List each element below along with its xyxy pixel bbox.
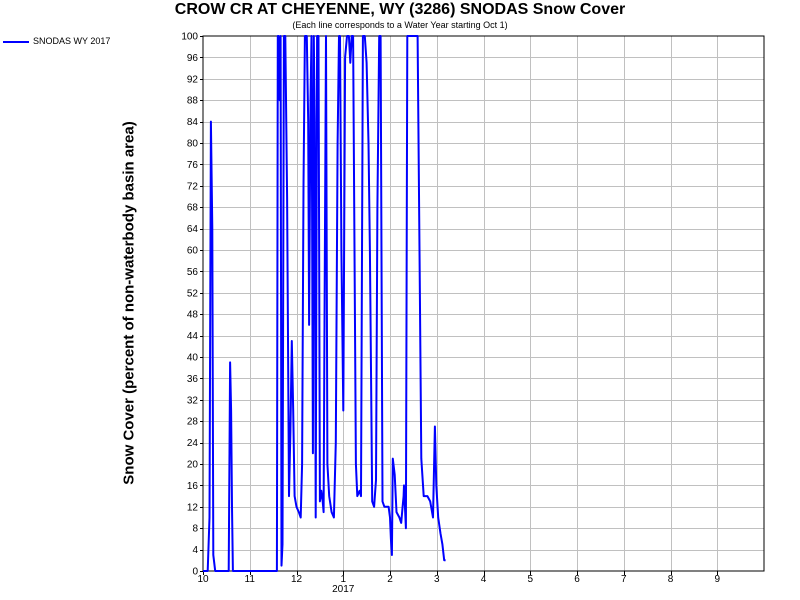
y-tick-label: 60 bbox=[187, 246, 199, 257]
y-tick-label: 16 bbox=[187, 481, 199, 492]
x-tick-label: 1 bbox=[340, 574, 346, 585]
y-tick-label: 8 bbox=[192, 524, 198, 535]
chart-subtitle: (Each line corresponds to a Water Year s… bbox=[292, 20, 508, 30]
x-tick-label: 5 bbox=[527, 574, 533, 585]
x-tick-label: 9 bbox=[714, 574, 720, 585]
x-tick-label: 4 bbox=[481, 574, 487, 585]
y-tick-label: 64 bbox=[187, 224, 199, 235]
y-tick-label: 24 bbox=[187, 438, 199, 449]
y-tick-label: 40 bbox=[187, 353, 199, 364]
y-tick-label: 80 bbox=[187, 139, 199, 150]
y-tick-label: 4 bbox=[192, 545, 198, 556]
chart-title: CROW CR AT CHEYENNE, WY (3286) SNODAS Sn… bbox=[174, 1, 626, 18]
legend-label: SNODAS WY 2017 bbox=[33, 36, 111, 46]
y-tick-label: 52 bbox=[187, 288, 199, 299]
y-tick-label: 96 bbox=[187, 53, 199, 64]
y-tick-label: 48 bbox=[187, 310, 199, 321]
x-tick-label: 6 bbox=[574, 574, 580, 585]
x-tick-label: 2 bbox=[387, 574, 393, 585]
x-tick-label: 3 bbox=[434, 574, 440, 585]
y-tick-label: 84 bbox=[187, 117, 199, 128]
series-line bbox=[203, 35, 446, 572]
x-tick-label: 7 bbox=[621, 574, 627, 585]
y-tick-label: 36 bbox=[187, 374, 199, 385]
x-tick-sublabel: 2017 bbox=[332, 584, 355, 595]
y-tick-label: 44 bbox=[187, 331, 199, 342]
y-tick-label: 32 bbox=[187, 395, 199, 406]
y-tick-label: 0 bbox=[192, 567, 198, 578]
grid bbox=[203, 36, 764, 571]
y-tick-label: 92 bbox=[187, 74, 199, 85]
x-tick-label: 10 bbox=[197, 574, 209, 585]
y-tick-label: 56 bbox=[187, 267, 199, 278]
series-layer bbox=[203, 35, 446, 572]
x-tick-label: 12 bbox=[291, 574, 303, 585]
y-tick-label: 28 bbox=[187, 417, 199, 428]
y-tick-label: 72 bbox=[187, 181, 199, 192]
y-tick-label: 88 bbox=[187, 96, 199, 107]
y-tick-label: 20 bbox=[187, 460, 199, 471]
y-tick-label: 100 bbox=[181, 32, 198, 43]
x-tick-label: 11 bbox=[245, 574, 256, 585]
y-tick-label: 76 bbox=[187, 160, 199, 171]
y-tick-label: 12 bbox=[187, 502, 199, 513]
legend-swatch bbox=[3, 41, 29, 43]
y-axis: 0481216202428323640444852566064687276808… bbox=[181, 32, 203, 578]
x-tick-label: 8 bbox=[668, 574, 674, 585]
plot-area bbox=[202, 35, 765, 572]
y-tick-label: 68 bbox=[187, 203, 199, 214]
